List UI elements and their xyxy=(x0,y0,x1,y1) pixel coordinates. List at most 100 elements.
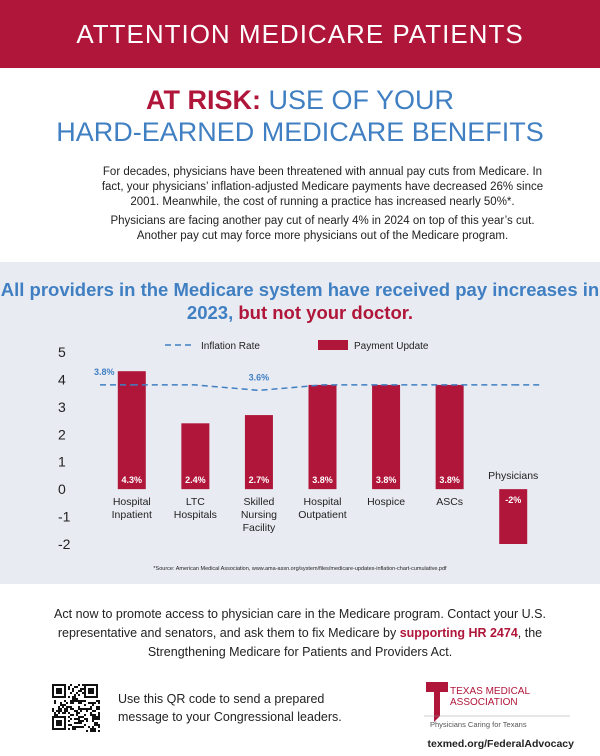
cta-highlight: supporting HR 2474 xyxy=(399,626,518,640)
qr-module xyxy=(74,710,76,712)
qr-module xyxy=(98,706,100,708)
qr-module xyxy=(98,708,100,710)
qr-module xyxy=(58,708,60,710)
y-tick-label: 3 xyxy=(58,399,66,415)
qr-module xyxy=(58,710,60,712)
qr-module xyxy=(80,708,82,710)
qr-module xyxy=(92,728,94,730)
qr-module xyxy=(76,710,78,712)
qr-module xyxy=(56,720,62,726)
qr-module xyxy=(70,718,72,720)
y-tick-label: 2 xyxy=(58,426,66,442)
qr-module xyxy=(76,686,78,688)
y-tick-label: 4 xyxy=(58,371,66,387)
qr-module xyxy=(68,712,70,714)
qr-module xyxy=(68,724,70,726)
qr-module xyxy=(72,698,74,700)
qr-module xyxy=(92,726,94,728)
qr-module xyxy=(76,718,78,720)
qr-module xyxy=(58,706,60,708)
qr-module xyxy=(92,730,94,732)
qr-module xyxy=(78,684,80,686)
qr-module xyxy=(64,704,66,706)
qr-module xyxy=(80,716,82,718)
y-tick-label: -1 xyxy=(58,509,71,525)
qr-module xyxy=(72,728,74,730)
qr-module xyxy=(80,688,82,690)
qr-module xyxy=(94,710,96,712)
qr-module xyxy=(80,702,82,704)
qr-module xyxy=(72,696,74,698)
paragraph: For decades, physicians have been threat… xyxy=(101,166,544,208)
qr-module xyxy=(98,716,100,718)
qr-module xyxy=(82,688,84,690)
qr-module xyxy=(68,686,70,688)
qr-module xyxy=(78,706,80,708)
header-title: ATTENTION MEDICARE PATIENTS xyxy=(0,0,600,68)
chart-title: All providers in the Medicare system hav… xyxy=(0,278,600,324)
qr-module xyxy=(66,710,68,712)
qr-module xyxy=(98,712,100,714)
qr-module xyxy=(82,716,84,718)
qr-module xyxy=(70,724,72,726)
qr-module xyxy=(72,726,74,728)
bar xyxy=(499,489,528,544)
qr-module xyxy=(64,708,66,710)
qr-module xyxy=(66,708,68,710)
qr-module xyxy=(92,702,94,704)
qr-module xyxy=(94,722,96,724)
x-tick-label: ASCs xyxy=(436,496,463,508)
source-note: *Source: American Medical Association, w… xyxy=(153,566,447,572)
qr-module xyxy=(98,714,100,716)
qr-module xyxy=(96,700,98,702)
qr-module xyxy=(94,730,96,732)
qr-module xyxy=(80,710,82,712)
qr-module xyxy=(84,714,86,716)
qr-module xyxy=(84,724,86,726)
qr-module xyxy=(92,714,94,716)
qr-module xyxy=(78,716,80,718)
data-label: 3.8% xyxy=(312,475,333,485)
qr-module xyxy=(78,694,80,696)
qr-module xyxy=(56,710,58,712)
qr-module xyxy=(74,700,76,702)
qr-module xyxy=(76,692,78,694)
qr-module xyxy=(86,730,88,732)
qr-module xyxy=(94,714,96,716)
qr-module xyxy=(74,698,76,700)
logo-tagline: Physicians Caring for Texans xyxy=(430,720,527,729)
qr-module xyxy=(82,720,84,722)
qr-module xyxy=(98,726,100,728)
qr-module xyxy=(74,726,76,728)
qr-module xyxy=(76,714,78,716)
qr-code xyxy=(52,684,100,732)
qr-module xyxy=(74,722,76,724)
qr-module xyxy=(78,718,80,720)
paragraph: Physicians are facing another pay cut of… xyxy=(110,215,535,242)
x-tick-label: Inpatient xyxy=(112,509,152,521)
qr-module xyxy=(96,724,98,726)
qr-module xyxy=(80,720,82,722)
qr-module xyxy=(96,718,98,720)
qr-module xyxy=(90,702,92,704)
x-tick-label: Hospitals xyxy=(174,509,217,521)
qr-module xyxy=(78,722,80,724)
qr-module xyxy=(78,726,80,728)
qr-module xyxy=(72,688,74,690)
qr-module xyxy=(92,720,94,722)
qr-module xyxy=(86,718,88,720)
qr-module xyxy=(66,706,68,708)
qr-module xyxy=(52,708,54,710)
data-label: 2.7% xyxy=(249,475,270,485)
qr-module xyxy=(54,702,56,704)
qr-module xyxy=(84,700,86,702)
qr-module xyxy=(64,710,66,712)
qr-module xyxy=(62,704,64,706)
qr-module xyxy=(76,726,78,728)
qr-module xyxy=(70,702,72,704)
qr-module xyxy=(54,714,56,716)
qr-module xyxy=(78,690,80,692)
qr-module xyxy=(74,718,76,720)
legend-label: Payment Update xyxy=(354,341,429,352)
